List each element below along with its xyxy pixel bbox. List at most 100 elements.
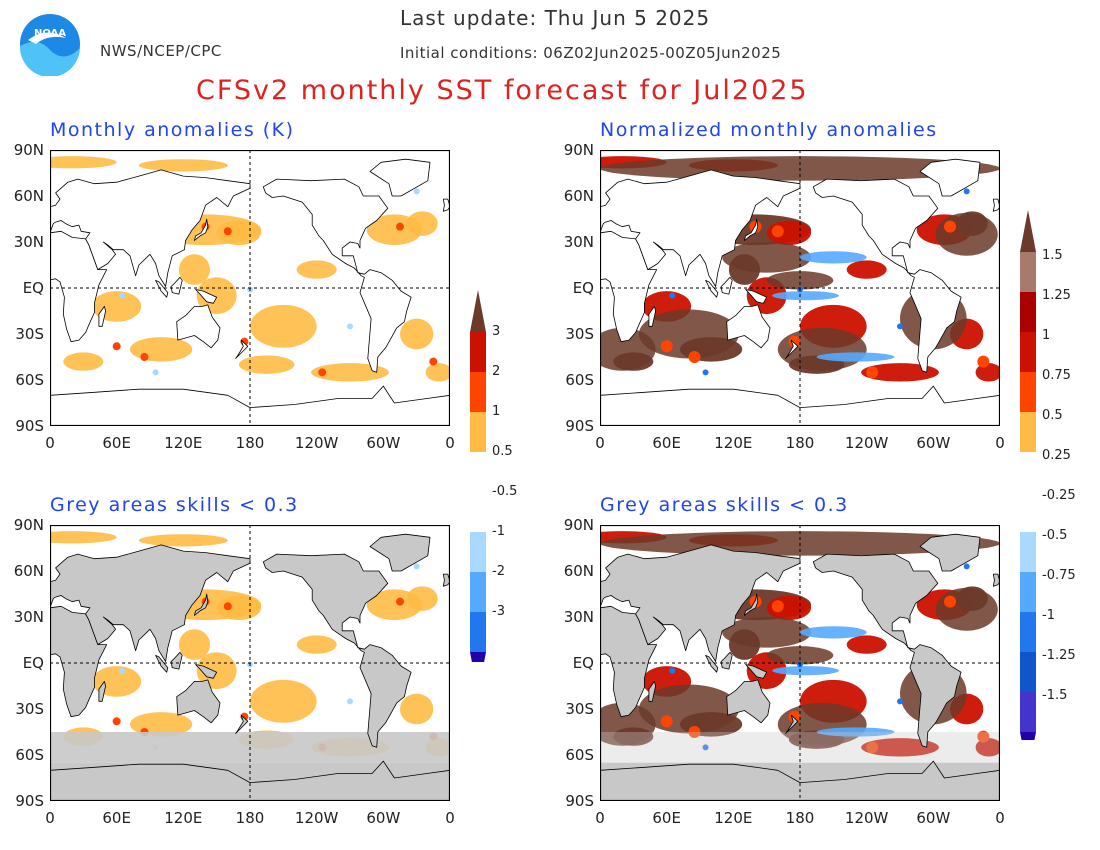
lat-label: 60N: [563, 187, 594, 205]
lon-label: 120E: [164, 809, 203, 827]
island-antarctica: [50, 385, 450, 426]
continent-australia: [176, 679, 221, 724]
island-japan: [743, 593, 759, 616]
lat-label: EQ: [572, 654, 594, 672]
lat-label: 30S: [565, 325, 594, 343]
island-borneo: [720, 651, 733, 670]
colorbar-tick-label: -0.5: [1042, 528, 1068, 543]
colorbar-swatch: [1020, 532, 1036, 572]
colorbar-tick-label: -1.25: [1042, 648, 1076, 663]
colorbar-swatch: [470, 532, 486, 572]
colorbar-tick-label: 1.5: [1042, 248, 1063, 263]
lat-label: 30S: [565, 700, 594, 718]
lon-label: 120E: [714, 809, 753, 827]
lon-label: 0: [595, 809, 605, 827]
lon-label: 180: [785, 809, 815, 827]
island-sumatra: [705, 654, 719, 673]
continent-eurasia: [50, 169, 251, 287]
colorbar-tick-label: -2: [492, 564, 505, 579]
colorbar-tick-label: 0.75: [1042, 368, 1071, 383]
island-madagascar: [98, 680, 106, 702]
lon-label: 0: [45, 809, 55, 827]
lon-label: 120W: [294, 434, 339, 452]
island-uk: [992, 573, 1000, 587]
logo-text: NOAA: [34, 28, 66, 39]
colorbar-tick-label: 2: [492, 364, 501, 379]
island-sumatra: [155, 654, 169, 673]
colorbar-swatch: [1020, 252, 1036, 292]
lon-label: 180: [235, 434, 265, 452]
map-frame: [50, 525, 450, 801]
colorbar-swatch: [470, 372, 486, 412]
lat-label: EQ: [22, 654, 44, 672]
lat-label: 60N: [13, 562, 44, 580]
continent-americas: [812, 178, 962, 373]
lon-label: 120W: [844, 434, 889, 452]
lon-label: 120E: [714, 434, 753, 452]
colorbar-tick-label: -3: [492, 604, 505, 619]
colorbar-swatch: [470, 452, 486, 532]
island-sumatra: [155, 279, 169, 298]
map-anomalies: [50, 150, 450, 426]
continent-eurasia: [50, 544, 251, 662]
island-japan: [193, 593, 209, 616]
continent-africa: [50, 230, 108, 343]
lat-label: 30S: [15, 700, 44, 718]
colorbar-tick-label: 3: [492, 324, 501, 339]
colorbar-tick-label: 0.5: [1042, 408, 1063, 423]
island-uk: [992, 198, 1000, 212]
lat-label: 60S: [565, 746, 594, 764]
lon-label: 120W: [844, 809, 889, 827]
lat-label: 90S: [565, 417, 594, 435]
lat-label: 60S: [565, 371, 594, 389]
island-japan: [193, 218, 209, 241]
island-madagascar: [98, 305, 106, 327]
colorbar-swatch: [470, 612, 486, 652]
island-newguinea: [745, 664, 768, 679]
colorbar-swatch: [1020, 452, 1036, 532]
agency-label: NWS/NCEP/CPC: [100, 42, 222, 60]
page-title: CFSv2 monthly SST forecast for Jul2025: [196, 75, 809, 106]
continent-africa: [600, 605, 658, 718]
continent-africa: [600, 230, 658, 343]
island-newguinea: [745, 289, 768, 304]
lon-label: 0: [995, 434, 1005, 452]
colorbar-tick-label: 0.25: [1042, 448, 1071, 463]
island-madagascar: [648, 305, 656, 327]
lon-label: 60W: [916, 434, 951, 452]
island-newguinea: [195, 289, 218, 304]
island-borneo: [720, 276, 733, 295]
continent-australia: [726, 679, 771, 724]
map-frame: [600, 150, 1000, 426]
noaa-logo: NOAA: [18, 12, 82, 78]
map-normalized-skill: [600, 525, 1000, 801]
lon-label: 0: [445, 809, 455, 827]
colorbar-swatch: [1020, 732, 1036, 740]
lat-label: 90S: [565, 792, 594, 810]
panel-title-normalized: Normalized monthly anomalies: [600, 119, 938, 141]
panel-title-normalized-skill: Grey areas skills < 0.3: [600, 494, 849, 516]
colorbar-swatch: [1020, 572, 1036, 612]
lon-label: 60E: [652, 434, 681, 452]
island-newzealand: [235, 339, 249, 359]
lon-label: 0: [445, 434, 455, 452]
island-greenland: [919, 533, 981, 572]
island-madagascar: [648, 680, 656, 702]
continent-africa: [50, 605, 108, 718]
lat-label: 90S: [15, 792, 44, 810]
colorbar-tick-label: -0.5: [492, 484, 518, 499]
colorbar-swatch: [470, 572, 486, 612]
colorbar-tick-label: 1: [1042, 328, 1051, 343]
lat-label: 60N: [13, 187, 44, 205]
colorbar-tick-label: -1: [492, 524, 505, 539]
lat-label: 90N: [13, 141, 44, 159]
lon-label: 60W: [366, 434, 401, 452]
colorbar-swatch: [470, 332, 486, 372]
island-newguinea: [195, 664, 218, 679]
colorbar-tick-label: 1.25: [1042, 288, 1071, 303]
island-greenland: [369, 533, 431, 572]
colorbar-swatch: [470, 652, 486, 662]
continent-australia: [726, 304, 771, 349]
colorbar-normalized: [1020, 210, 1036, 740]
lat-label: 90S: [15, 417, 44, 435]
